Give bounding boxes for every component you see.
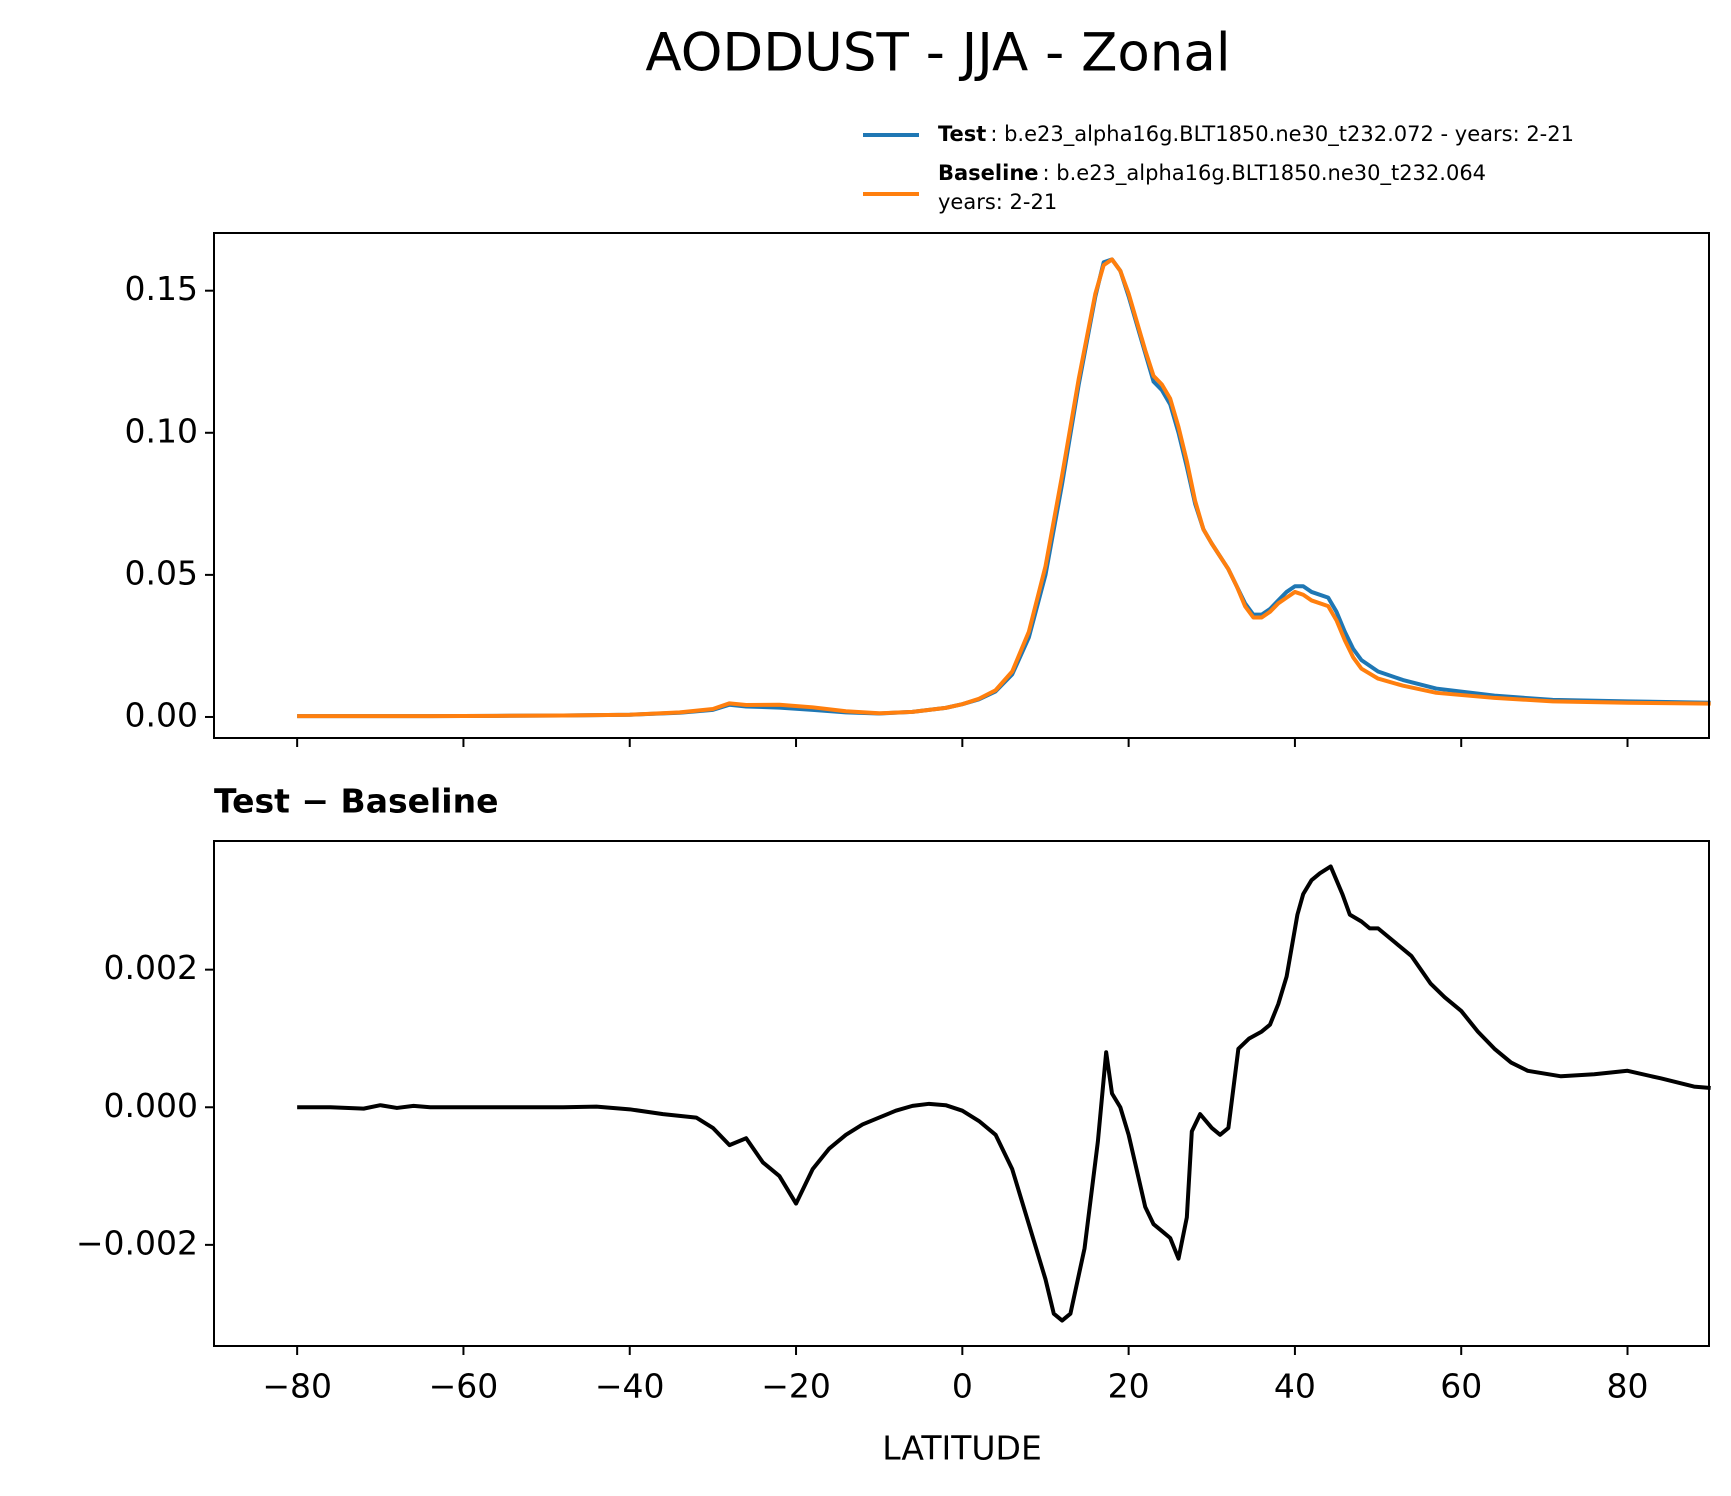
y-tick-label: −0.002 xyxy=(76,1223,198,1262)
data-line xyxy=(297,864,1711,1323)
chart-title: AODDUST - JJA - Zonal xyxy=(645,23,1230,84)
x-axis-label: LATITUDE xyxy=(882,1429,1042,1468)
x-tick-label: 60 xyxy=(1440,1367,1482,1406)
legend-text: : b.e23_alpha16g.BLT1850.ne30_t232.064 xyxy=(1043,161,1487,186)
y-tick-label: 0.10 xyxy=(125,411,198,450)
y-tick-label: 0.002 xyxy=(104,948,198,987)
y-tick-label: 0.15 xyxy=(125,269,198,308)
legend-label: Test: b.e23_alpha16g.BLT1850.ne30_t232.0… xyxy=(938,122,1574,147)
legend-label: Baseline: b.e23_alpha16g.BLT1850.ne30_t2… xyxy=(938,161,1486,186)
data-line xyxy=(297,257,1711,719)
data-line xyxy=(297,257,1711,719)
legend-name: Baseline xyxy=(938,161,1039,185)
x-tick-label: 80 xyxy=(1607,1367,1649,1406)
x-tick-label: 0 xyxy=(952,1367,973,1406)
legend-name: Test xyxy=(938,122,986,146)
y-tick-label: 0.05 xyxy=(125,553,198,592)
plot-frame xyxy=(213,840,1710,1347)
x-tick-label: −80 xyxy=(262,1367,332,1406)
panel-title: Test − Baseline xyxy=(214,782,499,821)
legend-text: : b.e23_alpha16g.BLT1850.ne30_t232.072 -… xyxy=(990,122,1574,147)
x-tick-label: 20 xyxy=(1108,1367,1150,1406)
x-tick-label: −40 xyxy=(595,1367,665,1406)
y-tick-label: 0.000 xyxy=(104,1086,198,1125)
x-tick-label: −60 xyxy=(429,1367,499,1406)
x-tick-label: −20 xyxy=(761,1367,831,1406)
x-tick-label: 40 xyxy=(1274,1367,1316,1406)
legend-label-line: years: 2-21 xyxy=(938,190,1057,214)
plot-frame xyxy=(213,232,1710,739)
y-tick-label: 0.00 xyxy=(125,695,198,734)
